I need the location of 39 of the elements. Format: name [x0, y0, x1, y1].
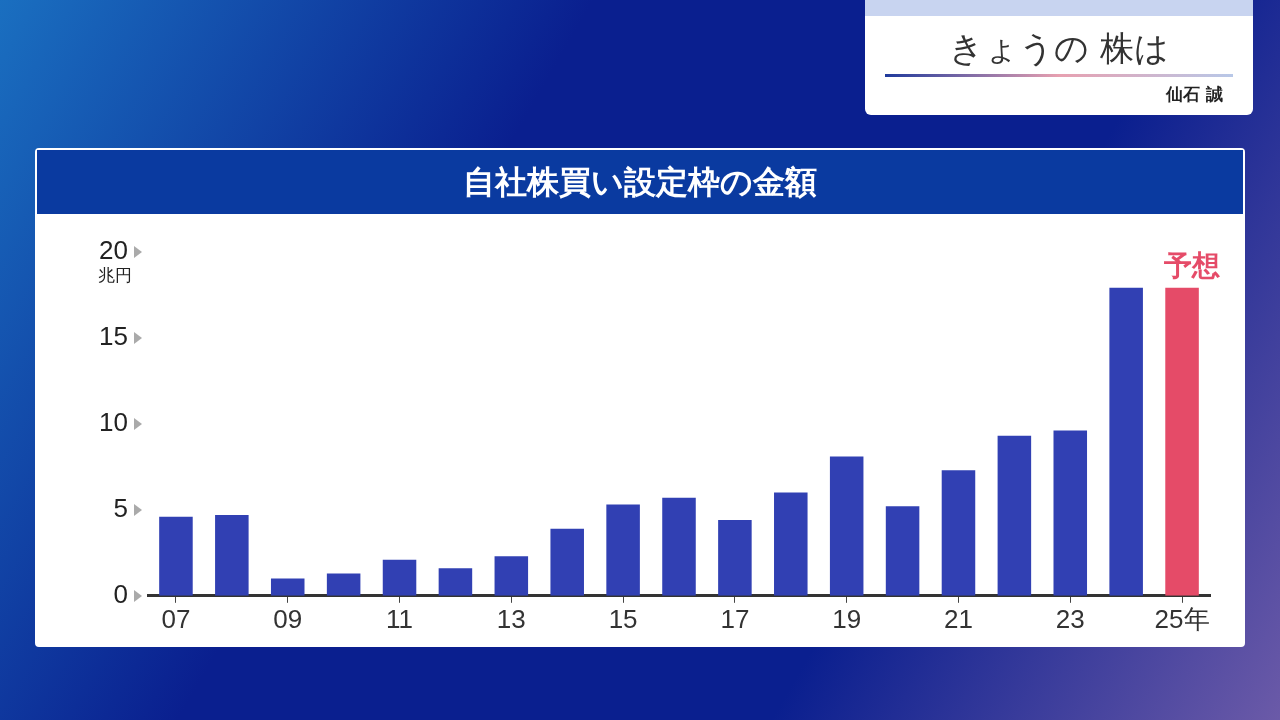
chart-title: 自社株買い設定枠の金額: [37, 150, 1243, 214]
y-tick-label: 10: [99, 406, 128, 437]
y-tick-label: 0: [113, 578, 128, 609]
annotation: 予想: [1163, 249, 1221, 283]
bar: [326, 573, 361, 596]
bar: [941, 470, 976, 596]
y-tick-label: 15: [99, 320, 128, 351]
bar: [829, 456, 864, 596]
y-tick-label: 20: [99, 234, 128, 265]
bar: [662, 497, 696, 596]
x-tick-label: 19: [832, 603, 862, 634]
x-tick-label: 15: [608, 603, 638, 634]
bar: [1165, 287, 1199, 596]
x-tick-label: 17: [720, 603, 750, 634]
x-tick-label: 25年: [1154, 603, 1210, 634]
x-tick-label: 13: [496, 603, 526, 634]
bar: [885, 506, 920, 596]
x-tick-label: 07: [161, 603, 191, 634]
bar: [1109, 287, 1143, 596]
bar: [718, 520, 752, 596]
bar: [270, 578, 305, 596]
x-tick-label: 21: [944, 603, 973, 634]
x-tick-label: 23: [1055, 603, 1085, 634]
y-tick-label: 5: [113, 492, 128, 523]
x-tick-label: 09: [273, 603, 303, 634]
bar: [438, 568, 473, 596]
bar: [774, 492, 808, 596]
text: 仙石 誠: [1165, 83, 1224, 106]
y-axis-title: 兆円: [98, 264, 132, 285]
bar: [382, 559, 417, 596]
text: きょうの 株は: [948, 27, 1170, 70]
x-tick-label: 11: [386, 603, 414, 634]
bar: [997, 435, 1032, 596]
bar: [494, 556, 529, 596]
bar: [550, 528, 584, 596]
bar: [159, 516, 193, 596]
bar: [606, 504, 640, 596]
bar: [215, 514, 249, 596]
bar: [1053, 430, 1088, 596]
